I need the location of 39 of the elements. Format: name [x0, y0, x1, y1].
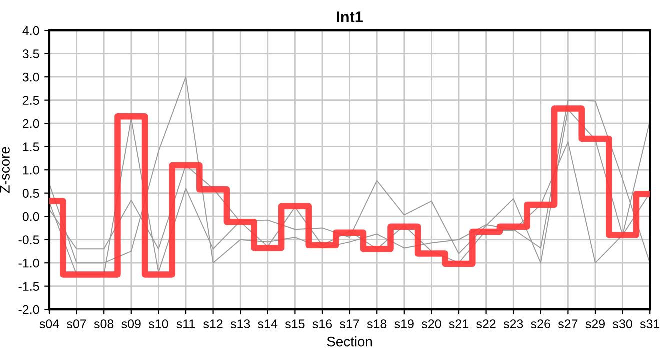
- y-tick-label: 3.0: [22, 72, 40, 82]
- chart-title: Int1: [337, 12, 363, 22]
- x-tick-label: s08: [94, 320, 114, 329]
- x-tick-label: s19: [394, 320, 414, 329]
- y-tick-label: -1.5: [18, 282, 40, 291]
- x-tick-label: s12: [204, 320, 223, 329]
- x-tick-label: s13: [230, 320, 250, 329]
- x-tick-label: s16: [312, 320, 332, 329]
- x-tick-label: s26: [531, 320, 550, 329]
- y-tick-label: 2.5: [23, 96, 40, 105]
- y-tick-label: 0.0: [22, 212, 40, 222]
- x-tick-label: s23: [504, 320, 524, 329]
- x-tick-label: s14: [258, 320, 278, 329]
- x-tick-label: s11: [176, 320, 196, 329]
- x-tick-label: s29: [586, 320, 605, 329]
- x-tick-label: s04: [40, 320, 60, 329]
- y-tick-label: 0.5: [22, 189, 40, 198]
- x-tick-label: s09: [122, 320, 141, 329]
- x-tick-label: s15: [285, 320, 305, 329]
- x-axis-title: Section: [327, 336, 372, 347]
- y-tick-label: 4.0: [22, 26, 40, 36]
- x-tick-label: s17: [340, 320, 360, 329]
- x-tick-label: s21: [449, 320, 468, 329]
- x-tick-label: s30: [613, 320, 632, 329]
- y-tick-label: -1.0: [18, 258, 40, 268]
- x-tick-label: s31: [640, 320, 660, 329]
- x-tick-label: s27: [558, 320, 578, 329]
- y-tick-label: -0.5: [18, 236, 40, 244]
- y-tick-label: -2.0: [18, 305, 40, 314]
- x-tick-label: s07: [67, 320, 86, 329]
- x-tick-label: s18: [367, 320, 387, 329]
- y-tick-label: 3.5: [22, 50, 40, 58]
- y-tick-label: 1.0: [23, 166, 40, 175]
- x-tick-label: s10: [148, 320, 168, 329]
- x-tick-label: s22: [476, 320, 496, 329]
- y-tick-label: 1.5: [23, 142, 40, 152]
- y-axis-title: Z-score: [0, 147, 10, 194]
- x-tick-label: s20: [422, 320, 442, 329]
- y-tick-label: 2.0: [23, 119, 40, 128]
